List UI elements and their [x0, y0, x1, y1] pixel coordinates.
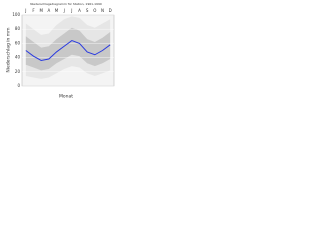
- chart-title: Niederschlagsdiagramm für Station, 1961-…: [30, 2, 102, 6]
- x-tick-label: D: [109, 8, 112, 13]
- x-tick-label: O: [93, 8, 96, 13]
- x-tick-label: M: [39, 8, 43, 13]
- x-tick-label: J: [24, 8, 26, 13]
- y-tick-label: 20: [15, 69, 21, 74]
- x-tick-label: F: [32, 8, 35, 13]
- x-tick-label: A: [78, 8, 81, 13]
- y-tick-label: 60: [15, 40, 21, 45]
- y-axis-label: Niederschlag in mm: [6, 27, 12, 72]
- line: [25, 39, 111, 61]
- x-tick-label: J: [63, 8, 65, 13]
- y-tick-label: 100: [12, 12, 20, 17]
- x-tick-label: S: [86, 8, 89, 13]
- x-axis-label: Monat: [59, 94, 73, 100]
- y-tick-label: 40: [15, 55, 21, 60]
- chart: Niederschlagsdiagramm für Station, 1961-…: [6, 2, 115, 100]
- x-tick-label: J: [70, 8, 72, 13]
- y-tick-label: 80: [15, 26, 21, 31]
- y-tick-label: 0: [17, 83, 20, 88]
- x-tick-label: A: [47, 8, 50, 13]
- x-tick-label: N: [101, 8, 104, 13]
- x-tick-label: M: [55, 8, 59, 13]
